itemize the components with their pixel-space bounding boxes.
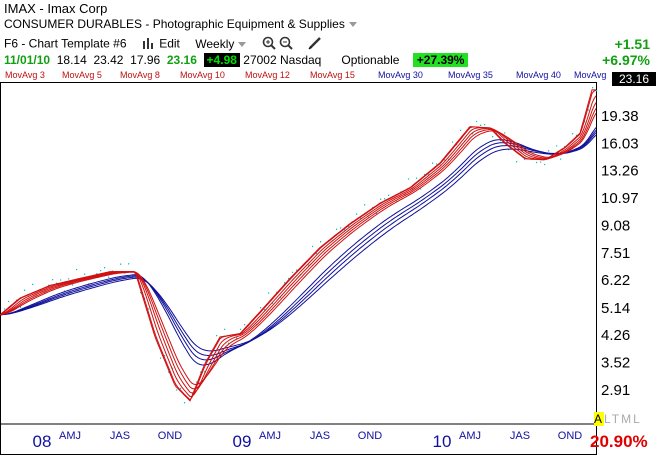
legend-item: MovAvg 35: [448, 70, 493, 80]
quote-open: 18.14: [56, 53, 87, 67]
ma-line-movavg-10: [0, 102, 597, 394]
y-tick-label: 10.97: [601, 190, 639, 207]
quote-high: 23.42: [93, 53, 124, 67]
symbol-line: IMAX - Imax Corp: [4, 1, 108, 16]
chevron-down-icon[interactable]: [348, 22, 357, 28]
quarter-tick-label: OND: [158, 430, 183, 442]
year-tick-label: 10: [433, 432, 452, 451]
relative-strength-percent: 20.90%: [590, 432, 648, 451]
price-dots: [0, 87, 598, 404]
chevron-down-icon[interactable]: [238, 42, 247, 47]
zoom-out-icon[interactable]: [279, 36, 293, 53]
altml-rest: LTML: [604, 412, 642, 426]
legend-item: MovAvg 5: [62, 70, 102, 80]
altml-indicator: ALTML: [594, 412, 642, 426]
period-select[interactable]: Weekly: [195, 36, 235, 51]
ma-line-movavg-3: [0, 89, 596, 402]
quarter-tick-label: AMJ: [259, 430, 281, 442]
y-tick-label: 5.14: [601, 300, 630, 317]
ma-line-movavg-15: [0, 113, 597, 386]
quarter-tick-label: JAS: [310, 430, 330, 442]
quote-change-badge: +4.98: [203, 53, 240, 67]
ma-line-movavg-40: [0, 132, 597, 357]
chart-toolbar: F6 - Chart Template #6 Edit Weekly: [4, 36, 322, 53]
year-tick-label: 08: [33, 432, 52, 451]
optionable-label: Optionable: [341, 53, 400, 67]
quarter-tick-label: AMJ: [459, 430, 481, 442]
quote-exchange: Nasdaq: [279, 53, 322, 67]
ma-line-movavg-35: [0, 129, 597, 361]
ma-line-movavg-12: [0, 108, 597, 390]
quote-low: 17.96: [130, 53, 161, 67]
legend-item: MovAvg 15: [310, 70, 355, 80]
y-tick-label: 7.51: [601, 245, 630, 262]
y-tick-label: 6.22: [601, 272, 630, 289]
y-tick-label: 4.26: [601, 327, 630, 344]
quarter-tick-label: JAS: [510, 430, 530, 442]
zoom-in-icon[interactable]: [262, 36, 276, 53]
industry-name: Photographic Equipment & Supplies: [152, 17, 345, 31]
y-tick-label: 2.91: [601, 382, 630, 399]
bar-chart-icon[interactable]: [142, 37, 156, 52]
legend-item: MovAvg 12: [245, 70, 290, 80]
ma-line-movavg-8: [0, 95, 597, 398]
quote-date: 11/01/10: [4, 53, 51, 67]
sector-group: CONSUMER DURABLES: [4, 17, 143, 31]
y-tick-label: 9.08: [601, 218, 630, 235]
quarter-tick-label: OND: [558, 430, 583, 442]
legend-item: MovAvg 10: [180, 70, 225, 80]
y-tick-label: 13.26: [601, 163, 639, 180]
change-percent: +6.97%: [602, 52, 650, 68]
quote-volume: 27002: [243, 53, 277, 67]
edit-button[interactable]: Edit: [159, 36, 180, 51]
percent-change-badge: +27.39%: [412, 53, 469, 67]
legend-item: MovAvg: [574, 70, 607, 80]
ma-line-movavg: [0, 134, 597, 352]
legend-item: MovAvg 3: [5, 70, 45, 80]
sector-separator: -: [145, 17, 150, 31]
y-tick-label: 16.03: [601, 135, 639, 152]
price-chart[interactable]: 19.38 16.03 13.26 10.97 9.08 7.51 6.22 5.14 4.26…: [0, 82, 660, 457]
chart-header: IMAX - Imax Corp CONSUMER DURABLES - Pho…: [0, 0, 660, 70]
legend-item: MovAvg 8: [120, 70, 160, 80]
quote-line: 11/01/10 18.14 23.42 17.96 23.16 +4.98 2…: [4, 53, 469, 67]
altml-a: A: [594, 412, 605, 426]
ma-line-movavg-30: [0, 127, 597, 366]
quarter-tick-label: JAS: [110, 430, 130, 442]
y-tick-label: 3.52: [601, 355, 630, 372]
legend-item: MovAvg 40: [516, 70, 561, 80]
quarter-tick-label: AMJ: [59, 430, 81, 442]
year-tick-label: 09: [233, 432, 252, 451]
industry-line[interactable]: CONSUMER DURABLES - Photographic Equipme…: [4, 17, 357, 31]
last-price-box: 23.16: [612, 72, 656, 86]
template-name[interactable]: F6 - Chart Template #6: [4, 36, 127, 51]
legend-item: MovAvg 30: [378, 70, 423, 80]
quarter-tick-label: OND: [358, 430, 383, 442]
quote-close: 23.16: [166, 53, 197, 67]
y-tick-label: 19.38: [601, 108, 639, 125]
change-absolute: +1.51: [614, 36, 650, 52]
pencil-icon[interactable]: [308, 36, 322, 53]
moving-average-legend: MovAvg 3 MovAvg 5 MovAvg 8 MovAvg 10 Mov…: [0, 70, 660, 82]
plot-frame: [0, 82, 597, 455]
